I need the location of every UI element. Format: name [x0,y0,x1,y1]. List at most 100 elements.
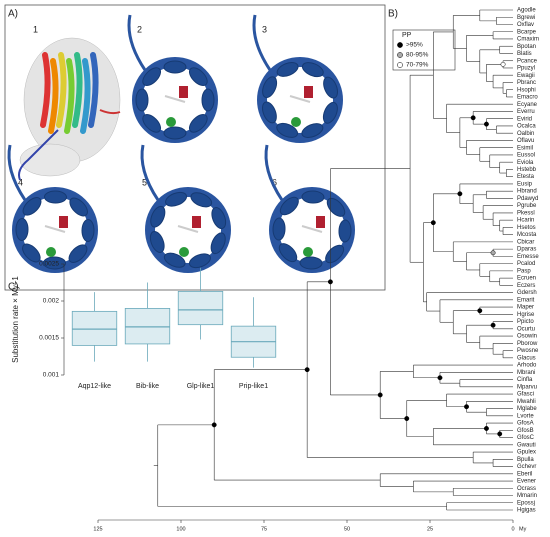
taxon-label: Oalbin [517,131,534,137]
taxon-label: Hsetos [517,225,536,231]
structure-number: 2 [137,24,142,34]
residue [59,216,68,228]
taxon-label: Mwahli [517,399,536,405]
helix [301,123,324,139]
helix [81,218,95,242]
x-tick-label: 50 [344,526,350,532]
taxon-label: Bgrewi [517,15,535,21]
helix [190,192,213,208]
support-dot [490,250,496,256]
taxon-label: Dparas [517,247,536,253]
ligand [164,95,186,103]
support-dot [483,426,489,431]
helix [15,218,29,242]
y-tick-label: 0.0015 [39,335,59,342]
taxon-label: Gwauti [517,442,536,448]
taxon-label: Pgrube [517,203,537,209]
support-dot [430,220,436,226]
taxon-label: Bcarpe [517,29,537,35]
support-dot [404,416,410,421]
x-axis-label: My [519,526,527,532]
legend-label: 70-79% [406,62,429,69]
taxon-label: Ecyane [517,102,538,108]
structure [264,144,355,273]
residue [166,117,176,127]
ligand [44,225,66,233]
helix [150,205,166,228]
residue [291,117,301,127]
helix [163,126,187,140]
helix [326,197,346,217]
helix [276,122,299,138]
taxon-label: Gchevr [517,464,536,470]
helix [48,58,59,134]
helix [72,52,83,128]
legend: PP >95% 80-95% 70-79% [392,29,456,71]
taxon-label: Pwosne [517,348,539,354]
taxon-label: Maper [517,305,534,311]
taxon-label: Pasp [517,268,531,274]
taxon-label: Hstebb [517,167,537,173]
support-dot [470,115,476,121]
loop [140,144,160,201]
taxon-label: Mglabe [517,406,537,412]
taxon-label: Hcarin [517,218,534,224]
residue [179,86,188,98]
helix [40,52,51,128]
residue [316,216,325,228]
taxon-label: Hgigas [517,508,536,514]
taxon-label: Pcance [517,58,538,64]
taxon-label: Eviola [517,160,534,166]
helix [142,113,162,133]
support-dot [497,431,503,437]
ligand [289,95,311,103]
taxon-label: GfosA [517,421,534,427]
taxon-label: Ocrass [517,486,536,492]
taxon-label: Eberil [517,471,532,477]
loop [252,14,272,71]
helix [56,52,67,128]
support-dot [483,121,489,127]
helix [261,101,277,124]
helix [69,197,88,217]
taxon-label: Emesse [517,254,539,260]
helix [43,190,67,204]
ligand [177,225,199,233]
helix [272,217,286,241]
helix [149,230,165,253]
x-tick-label: Prip-like1 [239,383,268,390]
helix [88,52,99,128]
support-dot [477,308,483,314]
taxon-label: Eczers [517,283,535,289]
taxon-label: Bpulla [517,457,534,463]
helix [338,219,352,243]
taxon-label: Pborow [517,341,538,347]
structure [252,14,343,143]
x-tick-label: Aqp12-like [78,383,111,390]
x-tick-label: 0 [511,526,514,532]
helix [323,76,339,99]
helix [142,67,162,87]
helix [80,58,91,134]
taxon-label: Gdersh [517,290,537,296]
helix [135,88,149,112]
helix [165,191,188,207]
taxon-label: Hsophi [517,87,536,93]
taxon-label: Gpulex [517,450,536,456]
legend-title: PP [402,32,412,39]
support-dot [500,61,506,67]
helix [279,196,299,216]
helix [64,58,75,134]
taxon-label: Epossj [517,500,535,506]
helix [301,190,325,204]
legend-marker [397,52,403,58]
box [177,290,224,326]
taxon-label: Mmarin [517,493,537,499]
taxon-label: Glacus [517,355,536,361]
structure-number: 4 [18,177,23,187]
taxon-label: Arhodo [517,363,537,369]
taxon-label: Oxflav [517,22,534,28]
structure-number: 1 [33,24,38,34]
taxon-label: Ppuzyl [517,66,535,72]
